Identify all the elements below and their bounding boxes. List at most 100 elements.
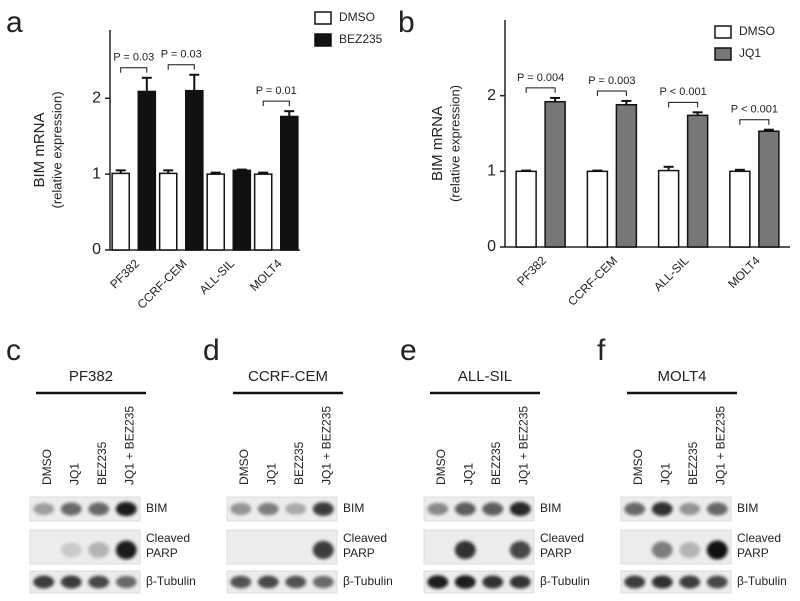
bar bbox=[185, 89, 204, 251]
blot-band bbox=[679, 542, 701, 558]
blot-band bbox=[285, 575, 307, 589]
blot-band bbox=[33, 503, 55, 515]
cell-line: CCRF-CEM bbox=[248, 368, 328, 385]
p-value: P < 0.001 bbox=[731, 104, 778, 116]
bar bbox=[280, 115, 299, 251]
lane-label: BEZ235 bbox=[686, 441, 700, 485]
y-tick-label: 0 bbox=[487, 238, 496, 255]
legend-swatch bbox=[714, 47, 732, 61]
y-axis-label: BIM mRNA bbox=[429, 106, 446, 181]
panel-letter: f bbox=[597, 334, 606, 367]
blot-band bbox=[312, 502, 334, 516]
legend-label: DMSO bbox=[339, 10, 375, 24]
y-tick-label: 0 bbox=[92, 241, 101, 258]
blot-band bbox=[60, 542, 82, 558]
blot-band bbox=[454, 575, 476, 589]
blot-band bbox=[679, 575, 701, 589]
significance-bracket bbox=[739, 119, 770, 125]
blot-band bbox=[651, 502, 673, 516]
significance-bracket bbox=[596, 90, 627, 96]
panel-letter: d bbox=[203, 334, 220, 367]
panel-letter: b bbox=[398, 6, 415, 39]
bar bbox=[253, 173, 273, 251]
blot-band bbox=[257, 502, 279, 516]
x-tick-label: MOLT4 bbox=[725, 253, 763, 291]
lane-label: BEZ235 bbox=[95, 441, 109, 485]
row-label: BIM bbox=[343, 501, 365, 515]
blot-strip bbox=[29, 570, 141, 594]
y-tick-label: 2 bbox=[487, 87, 496, 104]
p-value: P = 0.03 bbox=[161, 49, 202, 61]
row-label: β-Tubulin bbox=[146, 574, 196, 588]
blot-band bbox=[427, 502, 449, 516]
blot-band bbox=[454, 502, 476, 516]
row-label: Cleaved PARP bbox=[146, 531, 191, 560]
significance-bracket bbox=[167, 64, 195, 70]
legend-label: DMSO bbox=[739, 24, 775, 38]
blot-band bbox=[257, 575, 279, 589]
row-label-box: β-Tubulin bbox=[540, 574, 590, 588]
blot-strip bbox=[226, 570, 338, 594]
blot-band bbox=[509, 541, 531, 559]
blot-band bbox=[115, 575, 137, 589]
lane-label: DMSO bbox=[631, 449, 645, 485]
row-label: BIM bbox=[540, 501, 562, 515]
blot-band bbox=[115, 540, 137, 560]
lane-label: DMSO bbox=[40, 449, 54, 485]
panel-letter: c bbox=[6, 334, 21, 367]
bar bbox=[232, 169, 252, 251]
lane-label: JQ1 + BEZ235 bbox=[516, 406, 530, 485]
blot-band bbox=[60, 575, 82, 589]
row-label-box: β-Tubulin bbox=[737, 574, 787, 588]
panel-letter: a bbox=[6, 6, 23, 39]
p-value: P = 0.004 bbox=[517, 72, 564, 84]
bar bbox=[758, 130, 780, 248]
row-label-box: Cleaved PARP bbox=[737, 531, 782, 560]
x-tick-label: MOLT4 bbox=[247, 256, 285, 294]
y-axis-label: BIM mRNA bbox=[31, 113, 48, 188]
p-value: P = 0.03 bbox=[113, 52, 154, 64]
lane-label: BEZ235 bbox=[489, 441, 503, 485]
blot-band bbox=[482, 575, 504, 589]
bar bbox=[206, 173, 225, 251]
lane-label: JQ1 bbox=[658, 463, 672, 485]
row-label: Cleaved PARP bbox=[343, 531, 388, 560]
cell-line: ALL-SIL bbox=[458, 368, 512, 385]
row-label: Cleaved PARP bbox=[737, 531, 782, 560]
p-value: P < 0.001 bbox=[660, 86, 707, 98]
row-label-box: Cleaved PARP bbox=[540, 531, 584, 560]
lane-label: JQ1 bbox=[264, 463, 278, 485]
x-tick-label: ALL-SIL bbox=[197, 256, 238, 297]
blot-strip bbox=[423, 570, 535, 594]
x-tick-label: CCRF-CEM bbox=[134, 256, 189, 311]
bar bbox=[544, 100, 566, 248]
y-axis-sublabel: (relative expression) bbox=[49, 91, 64, 208]
row-label-box: BIM bbox=[737, 501, 759, 515]
significance-bracket bbox=[262, 100, 290, 107]
x-tick-label: CCRF-CEM bbox=[565, 253, 620, 308]
bar bbox=[137, 90, 157, 251]
legend-swatch bbox=[314, 33, 332, 47]
blot-band bbox=[115, 501, 137, 517]
bar bbox=[515, 170, 537, 248]
y-tick-label: 1 bbox=[487, 163, 496, 180]
blot-band bbox=[427, 575, 449, 589]
blot-band bbox=[88, 542, 110, 558]
row-label: BIM bbox=[146, 501, 168, 515]
blot-band bbox=[88, 575, 110, 589]
blot-band bbox=[285, 503, 307, 515]
significance-bracket bbox=[525, 87, 556, 93]
row-label: β-Tubulin bbox=[737, 574, 787, 588]
bar bbox=[586, 170, 609, 248]
row-label: BIM bbox=[737, 501, 759, 515]
p-value: P = 0.01 bbox=[256, 85, 297, 97]
panel-letter: e bbox=[400, 334, 417, 367]
blot-band bbox=[230, 502, 252, 516]
cell-line: MOLT4 bbox=[658, 368, 707, 385]
row-label-box: Cleaved PARP bbox=[343, 531, 388, 560]
lane-label: DMSO bbox=[237, 449, 251, 485]
legend-label: BEZ235 bbox=[339, 32, 383, 46]
row-label-box: BIM bbox=[146, 501, 168, 515]
bar bbox=[686, 114, 709, 248]
